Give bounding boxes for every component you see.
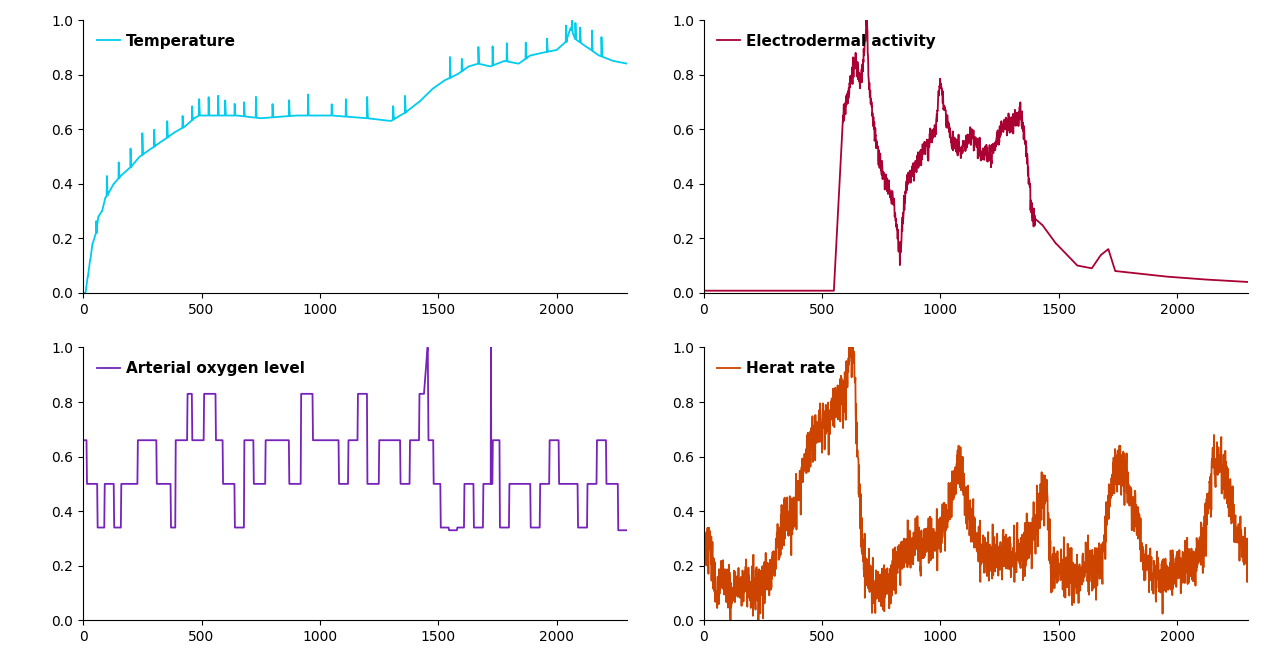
Legend: Arterial oxygen level: Arterial oxygen level <box>91 355 311 382</box>
Legend: Electrodermal activity: Electrodermal activity <box>712 27 942 55</box>
Legend: Temperature: Temperature <box>91 27 242 55</box>
Legend: Herat rate: Herat rate <box>712 355 842 382</box>
